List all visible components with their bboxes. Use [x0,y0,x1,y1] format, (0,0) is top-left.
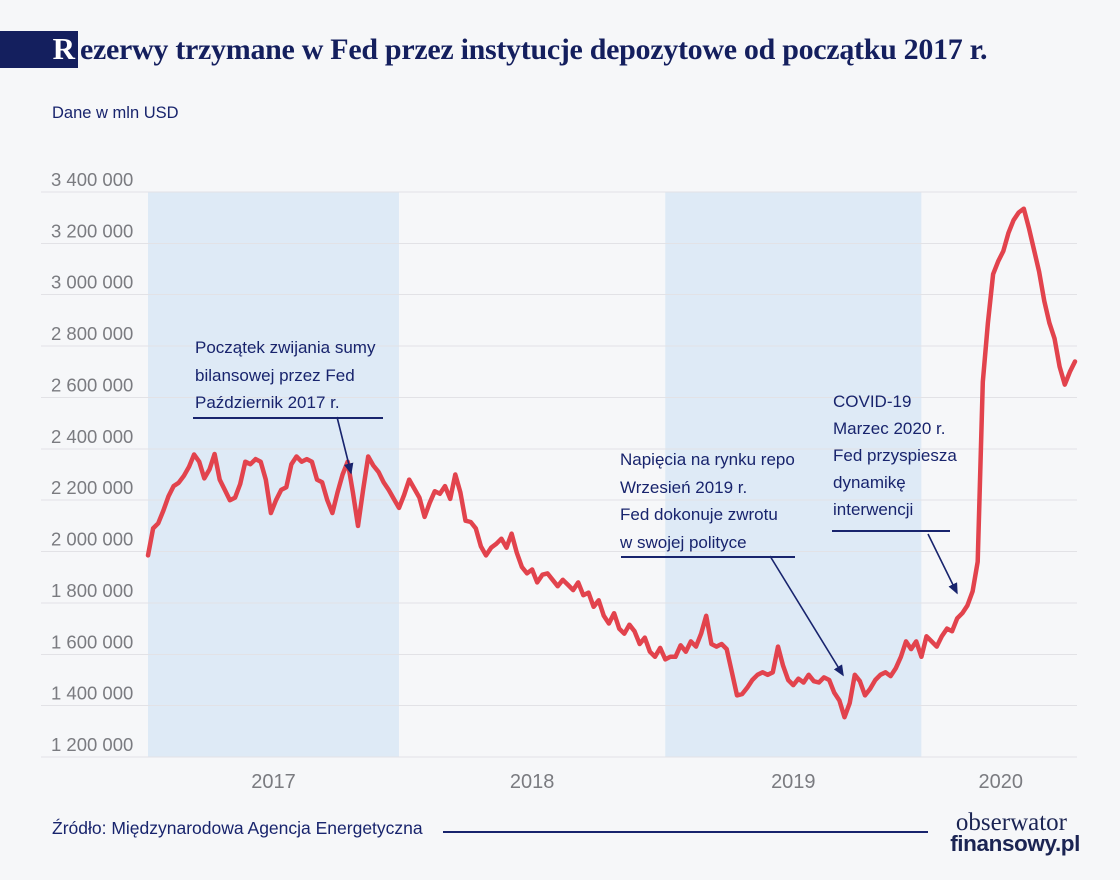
svg-text:1 200 000: 1 200 000 [51,734,133,755]
svg-text:1 800 000: 1 800 000 [51,580,133,601]
annotation-line: Fed dokonuje zwrotu [620,505,778,524]
annotation-line: Początek zwijania sumy [195,338,376,357]
svg-text:2017: 2017 [251,771,296,793]
svg-text:2 000 000: 2 000 000 [51,529,133,550]
footer-rule [443,831,928,833]
annotation-repo-underline [621,556,795,558]
svg-text:2020: 2020 [978,771,1023,793]
axis-units-label: Dane w mln USD [52,104,179,122]
annotation-line: Październik 2017 r. [195,393,340,412]
title-initial-block: R [0,31,78,68]
source-label: Źródło: Międzynarodowa Agencja Energetyc… [52,818,423,838]
svg-text:2 600 000: 2 600 000 [51,374,133,395]
annotation-covid-underline [832,530,950,532]
brand-logo: obserwator finansowy.pl [950,809,1080,856]
svg-text:2 200 000: 2 200 000 [51,477,133,498]
annotation-line: w swojej polityce [620,532,747,552]
brand-logo-line2: finansowy.pl [950,831,1080,856]
svg-text:2 800 000: 2 800 000 [51,323,133,344]
annotation-line: Marzec 2020 r. [833,419,946,438]
svg-text:3 200 000: 3 200 000 [51,220,133,241]
svg-text:2019: 2019 [771,771,816,793]
annotation-line: dynamikę [833,473,906,492]
svg-text:3 000 000: 3 000 000 [51,272,133,293]
page-title: ezerwy trzymane w Fed przez instytucje d… [80,33,988,66]
svg-text:1 400 000: 1 400 000 [51,683,133,704]
annotation-line: Wrzesień 2019 r. [620,477,748,497]
annotation-repo: Napięcia na rynku repo Wrzesień 2019 r. … [620,446,795,556]
annotation-taper-underline [193,417,383,419]
annotation-line: interwencji [833,500,914,519]
svg-text:2018: 2018 [510,771,555,793]
annotation-taper: Początek zwijania sumy bilansowej przez … [195,334,375,417]
svg-text:3 400 000: 3 400 000 [51,169,133,190]
annotation-line: Napięcia na rynku repo [620,450,795,469]
svg-text:2 400 000: 2 400 000 [51,426,133,447]
chart-canvas: 3 400 000 3 200 000 3 000 000 2 800 000 2 60… [41,169,1078,793]
title-initial: R [52,31,75,66]
annotation-line: bilansowej przez Fed [195,365,355,385]
annotation-line: Fed przyspiesza [833,446,957,465]
brand-logo-line1: obserwator [955,809,1067,836]
svg-text:1 600 000: 1 600 000 [51,631,133,652]
annotation-line: COVID-19 [833,392,912,411]
reserves-line-chart: 3 400 000 3 200 000 3 000 000 2 800 000 2 60… [40,160,1080,810]
annotation-covid: COVID-19 Marzec 2020 r. Fed przyspiesza … [833,388,957,523]
